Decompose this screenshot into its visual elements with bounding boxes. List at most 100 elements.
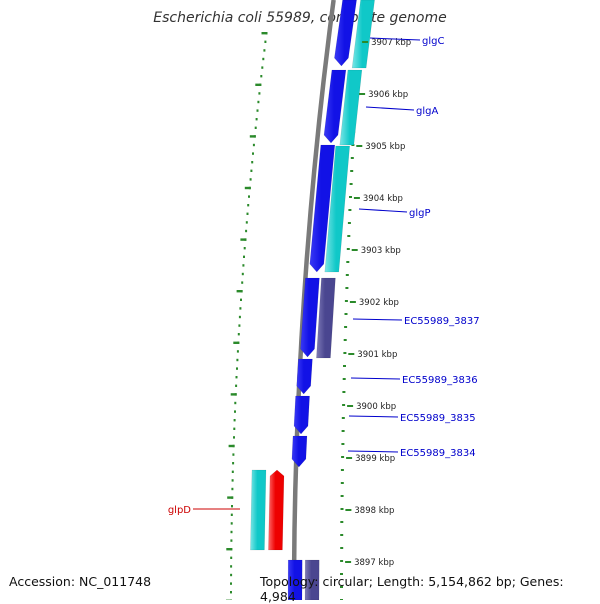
track-dot [239, 307, 241, 309]
track-dot [263, 49, 265, 51]
gene-label-layer[interactable]: glgC glgA glgP EC55989_3837 EC55989_3836 EC55… [168, 36, 480, 516]
track-dot [230, 565, 232, 567]
gene-label[interactable]: glgP [409, 208, 431, 219]
axis-tick-label: 3898 kbp [354, 506, 394, 516]
gene-label-leader [349, 416, 398, 417]
feature-glpD-cyan[interactable] [250, 470, 266, 550]
track-dot [239, 316, 241, 318]
feature-purple-3837[interactable] [316, 278, 335, 358]
track-dot [232, 462, 234, 464]
axis-tick-label: 3901 kbp [357, 350, 397, 360]
track-dot [345, 300, 348, 302]
track-dot [240, 299, 242, 301]
track-dot [230, 591, 232, 593]
track-dot [234, 410, 236, 412]
feature-ec55989-3835[interactable] [294, 396, 310, 434]
track-dot [231, 505, 233, 507]
axis-tick-mark [345, 561, 351, 563]
feature-cyan-upper[interactable] [352, 0, 375, 68]
axis-tick-label: 3903 kbp [361, 246, 401, 256]
axis-tick-mark [346, 457, 352, 459]
track-dot [348, 209, 351, 211]
track-dot [341, 508, 344, 510]
axis-tick-label: 3902 kbp [359, 298, 399, 308]
track-dot [348, 222, 351, 224]
track-dot [346, 261, 349, 263]
accession-text: Accession: NC_011748 [9, 574, 151, 589]
track-dot [343, 378, 346, 380]
track-dot [236, 367, 238, 369]
track-dot [247, 204, 249, 206]
track-dot [257, 101, 259, 103]
track-dot [344, 326, 347, 328]
track-dot [241, 281, 243, 283]
track-dot [260, 75, 262, 77]
gene-label[interactable]: EC55989_3835 [400, 413, 476, 424]
track-dot [237, 350, 239, 352]
feature-glgC[interactable] [334, 0, 356, 66]
axis-tick-mark [354, 197, 360, 199]
gene-label[interactable]: glgA [416, 106, 438, 117]
track-dot [253, 144, 255, 146]
track-dot [342, 417, 345, 419]
track-dot [248, 195, 250, 197]
track-dot [347, 248, 350, 250]
track-dot [230, 557, 232, 559]
track-tick [226, 548, 232, 550]
track-dot [230, 539, 232, 541]
track-dot [340, 534, 343, 536]
track-dot [231, 488, 233, 490]
track-dot [261, 66, 263, 68]
track-dot [340, 560, 343, 562]
track-dot [236, 376, 238, 378]
track-dot [232, 471, 234, 473]
track-tick [250, 135, 256, 137]
track-dot [247, 213, 249, 215]
track-dot [244, 247, 246, 249]
track-tick [262, 32, 268, 34]
gene-label[interactable]: EC55989_3834 [400, 448, 476, 459]
track-dot [349, 196, 352, 198]
gene-label-leader [366, 107, 414, 110]
feature-glpD-red[interactable] [268, 470, 284, 550]
track-dot [341, 482, 344, 484]
track-dot [238, 333, 240, 335]
track-dot [340, 547, 343, 549]
gene-label[interactable]: EC55989_3836 [402, 375, 478, 386]
axis-tick-label: 3904 kbp [363, 194, 403, 204]
track-dot [232, 453, 234, 455]
axis-tick-mark [350, 301, 356, 303]
track-tick [240, 238, 246, 240]
axis-tick-label: 3899 kbp [355, 454, 395, 464]
gene-label[interactable]: EC55989_3837 [404, 316, 480, 327]
track-dot [258, 92, 260, 94]
track-dot [231, 531, 233, 533]
track-dot [233, 428, 235, 430]
track-dot [252, 152, 254, 154]
track-dot [344, 339, 347, 341]
axis-tick-label: 3905 kbp [365, 142, 405, 152]
track-dot [255, 127, 257, 129]
gene-label-leader [348, 451, 398, 452]
track-dot [230, 582, 232, 584]
track-dot [251, 161, 253, 163]
track-dot [256, 118, 258, 120]
gene-label[interactable]: glpD [168, 505, 191, 516]
track-dot [340, 521, 343, 523]
track-dot [342, 430, 345, 432]
track-tick [237, 290, 243, 292]
track-dot [232, 479, 234, 481]
track-dot [341, 443, 344, 445]
axis-tick-label: 3900 kbp [356, 402, 396, 412]
track-dot [231, 522, 233, 524]
track-dot [242, 264, 244, 266]
gene-label[interactable]: glgC [422, 36, 444, 47]
feature-ec55989-3836[interactable] [297, 359, 313, 394]
gene-label-leader [359, 209, 407, 212]
track-tick [255, 84, 261, 86]
track-dot [250, 170, 252, 172]
axis-tick-mark [362, 41, 368, 43]
track-tick [229, 445, 235, 447]
gene-label-leader [353, 319, 402, 320]
